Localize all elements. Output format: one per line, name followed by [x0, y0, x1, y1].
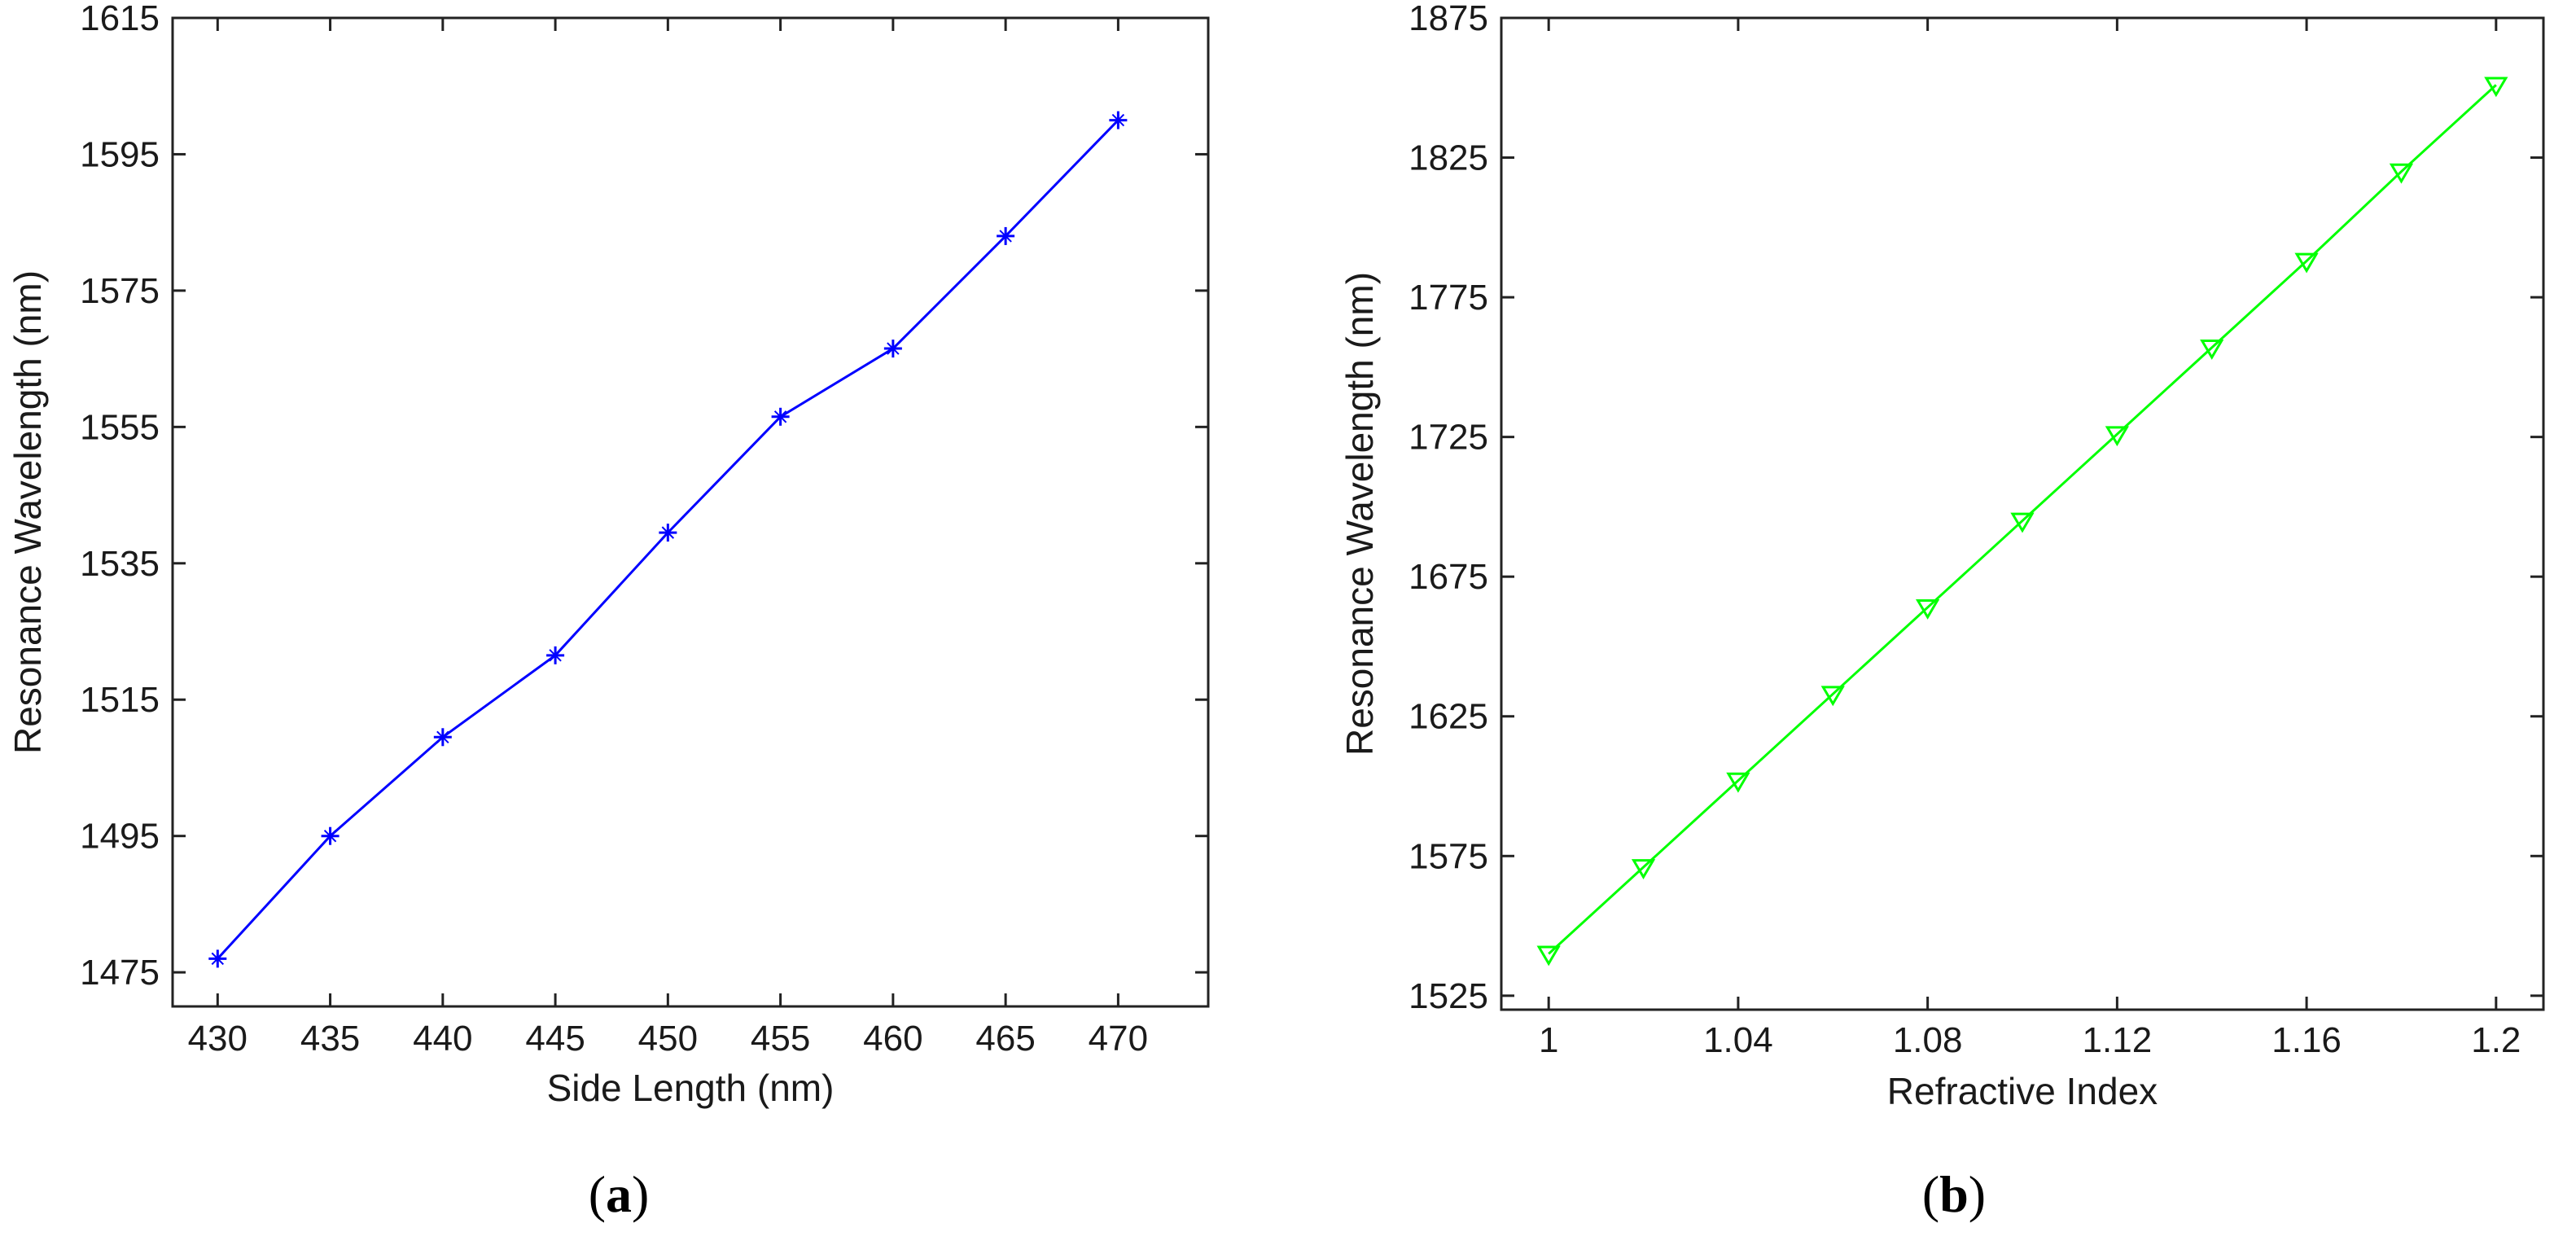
x-axis-label: Side Length (nm) [547, 1067, 835, 1109]
panel-a: 430 435 440 445 450 455 460 465 470 1475 1495 1515 1… [7, 0, 1210, 1223]
data-point-marker [433, 728, 452, 747]
plot-frame [171, 16, 1210, 1008]
y-tick-label: 1575 [80, 271, 160, 311]
x-tick-label: 1.12 [2083, 1020, 2153, 1060]
data-point-marker [771, 407, 790, 426]
series-line [1548, 84, 2497, 955]
y-tick-label: 1535 [80, 544, 160, 584]
y-tick-label: 1875 [1408, 0, 1488, 38]
y-tick-label: 1675 [1408, 557, 1488, 597]
y-axis-label: Resonance Wavelength (nm) [1338, 272, 1381, 756]
y-tick-label: 1495 [80, 817, 160, 857]
x-tick-label: 455 [751, 1019, 810, 1059]
panel-caption-close: ) [632, 1165, 649, 1223]
data-point-marker [883, 340, 902, 358]
x-tick-label: 1 [1539, 1020, 1558, 1060]
y-tick-label: 1525 [1408, 976, 1488, 1016]
y-tick-label: 1725 [1408, 418, 1488, 458]
x-tick-label: 1.04 [1703, 1020, 1773, 1060]
y-tick-label: 1555 [80, 407, 160, 447]
panel-caption-open: ( [589, 1165, 606, 1223]
data-point-marker [546, 646, 565, 664]
data-point-marker [321, 826, 340, 845]
panel-caption-close: ) [1969, 1165, 1986, 1223]
x-tick-label: 430 [188, 1019, 248, 1059]
x-tick-label: 460 [863, 1019, 922, 1059]
data-point-marker [2294, 252, 2319, 274]
y-axis-label: Resonance Wavelength (nm) [7, 270, 49, 754]
y-tick-label: 1775 [1408, 278, 1488, 318]
data-point-marker [659, 524, 677, 542]
x-tick-label: 465 [975, 1019, 1035, 1059]
data-point-marker [1109, 111, 1128, 129]
panel-caption-letter: a [606, 1165, 632, 1223]
x-tick-label: 450 [638, 1019, 698, 1059]
y-tick-label: 1515 [80, 680, 160, 720]
data-point-marker [2200, 339, 2224, 360]
x-axis-label: Refractive Index [1887, 1070, 2158, 1112]
y-tick-label: 1825 [1408, 138, 1488, 178]
plot-frame [1500, 16, 2545, 1011]
panel-caption-open: ( [1922, 1165, 1939, 1223]
data-point-marker [997, 226, 1015, 245]
y-tick-label: 1575 [1408, 836, 1488, 876]
data-point-marker [208, 949, 227, 968]
x-tick-label: 470 [1089, 1019, 1148, 1059]
data-point-marker [1820, 686, 1845, 707]
y-tick-label: 1615 [80, 0, 160, 38]
data-point-marker [2105, 426, 2129, 447]
panel-b: 1 1.04 1.08 1.12 1.16 1.2 1525 1575 1625 1675 1725… [1338, 0, 2545, 1223]
data-point-marker [2484, 77, 2508, 98]
data-point-marker [2389, 163, 2414, 184]
y-tick-label: 1595 [80, 134, 160, 174]
x-tick-label: 445 [525, 1019, 585, 1059]
panel-caption: (b) [1922, 1165, 1986, 1223]
x-tick-label: 435 [300, 1019, 360, 1059]
panel-caption: (a) [589, 1165, 650, 1223]
data-point-marker [1916, 599, 1940, 620]
data-point-marker [1631, 859, 1656, 879]
x-tick-label: 1.16 [2272, 1020, 2342, 1060]
data-point-marker [1536, 945, 1561, 967]
panel-caption-letter: b [1939, 1165, 1969, 1223]
data-point-marker [1726, 772, 1750, 793]
y-tick-label: 1475 [80, 953, 160, 993]
x-tick-label: 440 [413, 1019, 472, 1059]
x-tick-label: 1.08 [1893, 1020, 1963, 1060]
data-point-marker [2010, 512, 2035, 533]
x-tick-label: 1.2 [2471, 1020, 2521, 1060]
y-tick-label: 1625 [1408, 697, 1488, 737]
